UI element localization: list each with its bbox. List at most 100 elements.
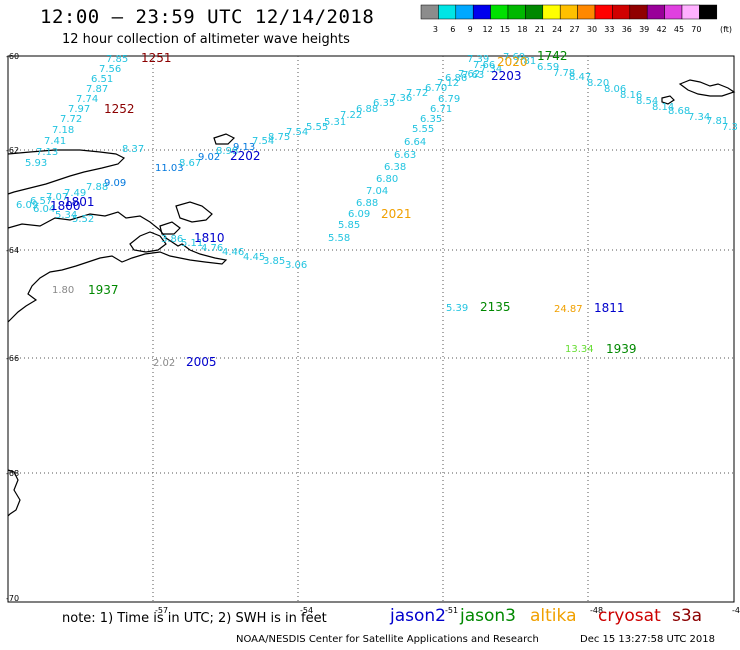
legend-swatch (681, 4, 700, 20)
legend-tick-label: 3 (433, 25, 438, 34)
wave-height-value: 5.58 (328, 233, 350, 244)
wave-height-value: 7.18 (52, 125, 74, 136)
legend-tick-label: 42 (657, 25, 667, 34)
wave-height-value: 6.09 (348, 209, 370, 220)
lat-gridlines (8, 149, 734, 474)
lon-tick-label: -57 (155, 606, 168, 615)
wave-height-value: 7.39 (467, 54, 489, 65)
legend-tick-label: 39 (639, 25, 649, 34)
wave-height-value: 7.85 (106, 54, 128, 65)
wave-height-value: 7.34 (480, 64, 502, 75)
wave-height-value: 8.54 (636, 96, 658, 107)
legend-tick-label: 33 (604, 25, 614, 34)
legend-tick-label: 18 (517, 25, 527, 34)
legend-tick-label: 27 (570, 25, 580, 34)
legend-swatch (472, 4, 491, 20)
legend-swatch (594, 4, 613, 20)
wave-height-value: 8.16 (620, 90, 642, 101)
wave-height-value: 3.86 (161, 234, 183, 245)
legend-tick-label: 9 (468, 25, 473, 34)
legend-swatch (646, 4, 665, 20)
lon-tick-label: -48 (590, 606, 603, 615)
wave-height-value: 5.55 (306, 122, 328, 133)
wave-height-value: 8.47 (569, 72, 591, 83)
altimeter-tracks: 7.857.566.517.877.747.977.727.187.417.13… (16, 49, 738, 369)
wave-height-value: 7.07 (46, 192, 68, 203)
wave-height-value: 6.35 (420, 114, 442, 125)
wave-height-value: 8.67 (179, 158, 201, 169)
wave-height-value: 7.56 (99, 64, 121, 75)
wave-height-value: 6.88 (356, 198, 378, 209)
wave-height-value: 7.54 (252, 136, 274, 147)
wave-height-value: 7.54 (286, 127, 308, 138)
map-frame (7, 55, 735, 603)
lat-tick-label: -66 (6, 354, 19, 363)
wave-height-value: 7.13 (36, 147, 58, 158)
legend-tick-label: 21 (535, 25, 545, 34)
legend-tick-label: 36 (622, 25, 632, 34)
footer-generated-time: Dec 15 13:27:58 UTC 2018 (580, 634, 715, 645)
wave-height-value: 7.87 (86, 84, 108, 95)
track-time-label: 2021 (381, 207, 412, 221)
legend-tick-label: 70 (691, 25, 701, 34)
wave-height-value: 8.37 (122, 144, 144, 155)
wave-height-value: 7.88 (86, 182, 108, 193)
legend-tick-label: 6 (450, 25, 455, 34)
track-time-label: 1252 (104, 102, 135, 116)
wave-height-value: 7.22 (340, 110, 362, 121)
legend-swatch (438, 4, 457, 20)
wave-height-value: 7.74 (76, 94, 98, 105)
wave-height-value: 7.3 (722, 122, 738, 133)
footer-note: note: 1) Time is in UTC; 2) SWH is in fe… (62, 611, 327, 626)
wave-height-value: 7.41 (44, 136, 66, 147)
wave-height-value: 11.03 (155, 163, 184, 174)
track-time-label: 2202 (230, 149, 261, 163)
lat-tick-label: -60 (6, 52, 19, 61)
wave-height-value: 2.02 (153, 358, 175, 369)
wave-height-value: 6.59 (537, 62, 559, 73)
wave-height-value: 5.52 (72, 214, 94, 225)
wave-height-value: 7.72 (60, 114, 82, 125)
wave-height-value: 7.62 (458, 69, 480, 80)
wave-height-value: 6.35 (373, 98, 395, 109)
sat-legend-jason3: jason3 (460, 606, 516, 626)
wave-height-value: 6.57 (30, 196, 52, 207)
wave-height-value: 3.06 (285, 260, 307, 271)
map-title: 12:00 – 23:59 UTC 12/14/2018 (40, 6, 375, 28)
sat-legend-cryosat: cryosat (598, 606, 661, 626)
wave-height-value: 8.98 (216, 146, 238, 157)
wave-height-value: 4.76 (201, 243, 223, 254)
lat-tick-label: -68 (6, 469, 19, 478)
sat-legend-altika: altika (530, 606, 577, 626)
wave-height-value: 1.80 (52, 285, 74, 296)
wave-height-value: 6.09 (16, 200, 38, 211)
sat-legend-jason2: jason2 (390, 606, 446, 626)
track-time-label: 2203 (491, 69, 522, 83)
legend-swatch (507, 4, 526, 20)
wave-height-value: 5.34 (55, 210, 77, 221)
legend-swatch (455, 4, 474, 20)
legend-swatch (490, 4, 509, 20)
coastline (7, 79, 736, 517)
legend-swatch (420, 4, 439, 20)
track-time-label: 1810 (194, 231, 225, 245)
lat-tick-label: -64 (6, 246, 19, 255)
wave-height-value: 4.46 (222, 247, 244, 258)
legend-tick-label: 24 (552, 25, 562, 34)
wave-height-value: 13.34 (565, 344, 594, 355)
lat-tick-label: -70 (6, 594, 19, 603)
wave-height-value: 9.02 (198, 152, 220, 163)
track-time-label: 1742 (537, 49, 568, 63)
wave-height-value: 6.88 (356, 104, 378, 115)
lon-tick-label: -54 (300, 606, 313, 615)
legend-unit: (ft) (720, 25, 732, 34)
track-time-label: 2135 (480, 300, 511, 314)
wave-height-value: 7.66 (473, 60, 495, 71)
track-time-label: 2020 (497, 55, 528, 69)
wave-height-value: 7.81 (514, 56, 536, 67)
wave-height-value: 3.85 (263, 256, 285, 267)
legend-swatch (612, 4, 631, 20)
wave-height-value: 6.79 (438, 94, 460, 105)
wave-height-value: 6.04 (33, 204, 55, 215)
